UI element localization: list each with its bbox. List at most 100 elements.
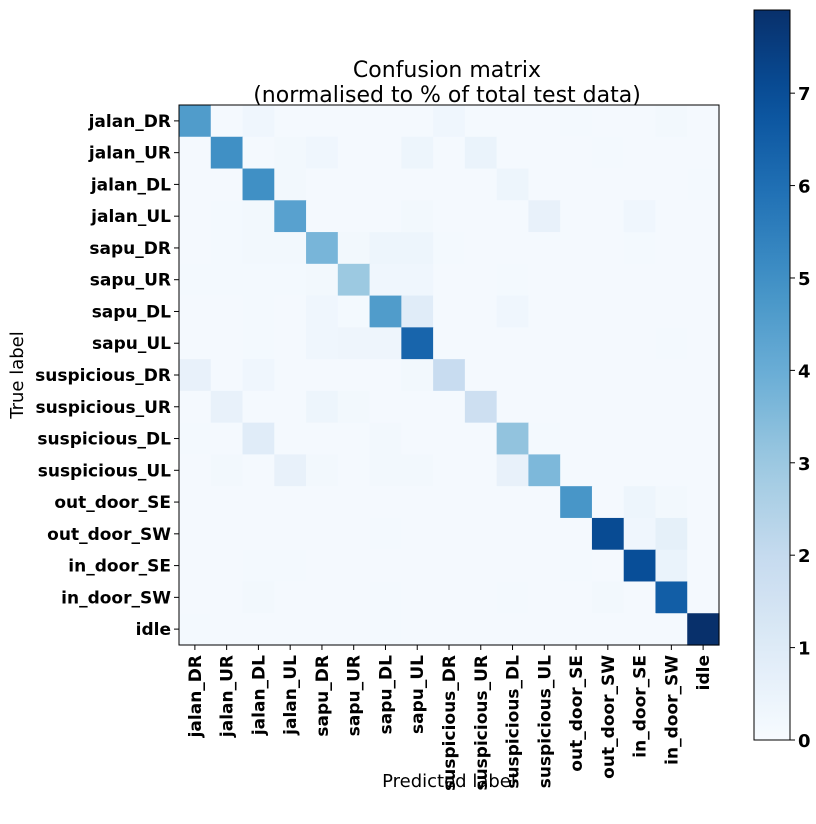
heatmap-cell (179, 422, 212, 456)
heatmap-cell (369, 359, 402, 392)
heatmap-cells (179, 105, 720, 646)
heatmap-cell (528, 359, 561, 392)
x-tick-label: out_door_SE (567, 655, 587, 772)
heatmap-cell (496, 136, 530, 170)
heatmap-cell (306, 422, 339, 456)
y-tick-label: sapu_DL (92, 302, 171, 322)
heatmap-cell (242, 613, 275, 646)
heatmap-cell (337, 327, 371, 360)
y-tick-label: sapu_UR (90, 271, 171, 291)
heatmap-cell (687, 263, 720, 297)
heatmap-cell (464, 232, 498, 265)
heatmap-cell (655, 581, 688, 614)
heatmap-cell (242, 517, 275, 551)
heatmap-cell (687, 200, 720, 233)
heatmap-cell (210, 200, 244, 233)
heatmap-cell (560, 168, 593, 201)
heatmap-cell (528, 105, 561, 138)
heatmap-cell (591, 295, 625, 328)
heatmap-cell (369, 327, 402, 360)
heatmap-cell (242, 581, 275, 614)
y-tick-label: in_door_SW (61, 588, 171, 608)
heatmap-cell (337, 517, 371, 551)
heatmap-cell (464, 549, 498, 583)
heatmap-cell (464, 295, 498, 328)
heatmap-cell (655, 232, 688, 265)
heatmap-cell (433, 168, 466, 201)
heatmap-cell (401, 359, 434, 392)
heatmap-cell (306, 263, 339, 297)
heatmap-cell (655, 549, 688, 583)
heatmap-cell (433, 136, 466, 170)
heatmap-cell (306, 105, 339, 138)
heatmap-cell (496, 517, 530, 551)
heatmap-cell (242, 422, 275, 456)
heatmap-cell (464, 200, 498, 233)
heatmap-cell (623, 549, 657, 583)
heatmap-cell (274, 359, 307, 392)
heatmap-cell (623, 200, 657, 233)
heatmap-cell (274, 200, 307, 233)
x-tick-label: suspicious_DL (504, 655, 524, 789)
heatmap-cell (306, 327, 339, 360)
heatmap-cell (687, 295, 720, 328)
heatmap-cell (655, 486, 688, 519)
heatmap-cell (337, 422, 371, 456)
heatmap-cell (464, 136, 498, 170)
heatmap-cell (687, 422, 720, 456)
x-tick-label: suspicious_UR (472, 655, 492, 791)
heatmap-cell (528, 136, 561, 170)
y-tick-label: out_door_SE (54, 493, 171, 513)
heatmap-cell (655, 422, 688, 456)
colorbar-tick-label: 7 (798, 84, 811, 105)
heatmap-cell (274, 232, 307, 265)
heatmap-cell (274, 581, 307, 614)
y-tick-label: out_door_SW (47, 525, 171, 545)
heatmap-cell (655, 136, 688, 170)
heatmap-cell (496, 359, 530, 392)
heatmap-cell (369, 454, 402, 487)
heatmap-cell (337, 454, 371, 487)
heatmap-cell (560, 105, 593, 138)
heatmap-cell (560, 136, 593, 170)
heatmap-cell (623, 517, 657, 551)
heatmap-cell (337, 295, 371, 328)
heatmap-cell (306, 613, 339, 646)
heatmap-cell (591, 168, 625, 201)
heatmap-cell (687, 581, 720, 614)
heatmap-cell (655, 295, 688, 328)
x-tick-label: sapu_DR (313, 655, 333, 737)
heatmap-cell (306, 517, 339, 551)
heatmap-cell (591, 422, 625, 456)
heatmap-cell (274, 168, 307, 201)
heatmap-cell (655, 263, 688, 297)
heatmap-cell (210, 263, 244, 297)
heatmap-cell (433, 327, 466, 360)
heatmap-cell (687, 549, 720, 583)
heatmap-cell (306, 168, 339, 201)
y-tick-label: in_door_SE (68, 557, 171, 577)
heatmap-cell (401, 581, 434, 614)
heatmap-cell (591, 232, 625, 265)
heatmap-cell (496, 105, 530, 138)
heatmap-cell (623, 486, 657, 519)
heatmap-cell (464, 390, 498, 424)
colorbar-ticks: 0 1 2 3 4 5 6 7 (790, 84, 811, 752)
heatmap-cell (401, 263, 434, 297)
heatmap-cell (687, 359, 720, 392)
x-axis-ticks: jalan_DR jalan_UR jalan_DL jalan_UL sapu_DR s… (186, 645, 714, 791)
heatmap-cell (528, 168, 561, 201)
heatmap-cell (591, 390, 625, 424)
heatmap-cell (591, 581, 625, 614)
heatmap-cell (179, 390, 212, 424)
heatmap-cell (210, 517, 244, 551)
x-tick-label: sapu_UL (408, 655, 428, 734)
x-axis-title: Predicted label (382, 771, 516, 792)
colorbar-tick-label: 5 (798, 269, 811, 290)
y-axis-title: True label (7, 331, 28, 420)
heatmap-cell (528, 486, 561, 519)
heatmap-cell (369, 136, 402, 170)
heatmap-cell (337, 359, 371, 392)
heatmap-cell (210, 295, 244, 328)
